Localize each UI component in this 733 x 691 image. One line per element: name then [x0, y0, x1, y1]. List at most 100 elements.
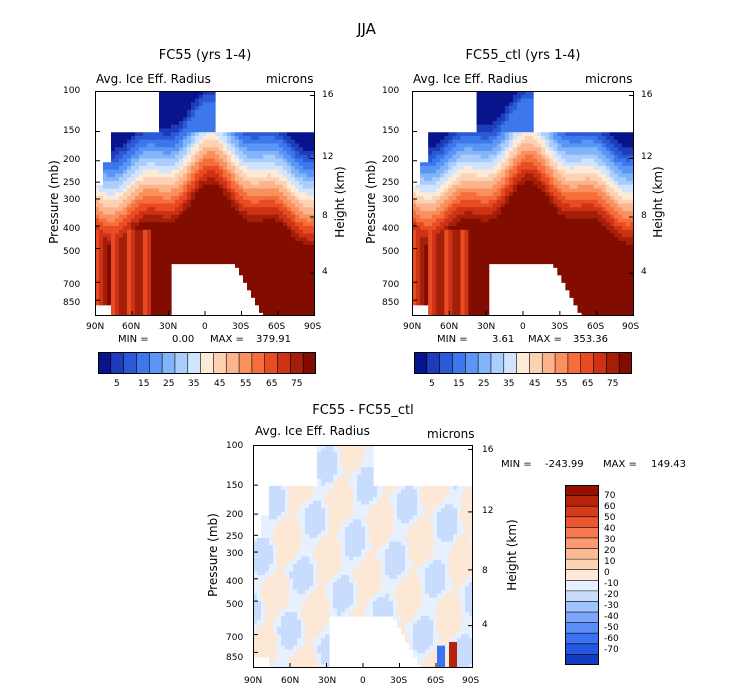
fc55-ctl-cell	[476, 289, 482, 295]
fc55-ctl-cell	[496, 214, 502, 220]
fc55-ctl-cell	[484, 154, 490, 160]
fc55-cell	[95, 237, 100, 242]
fc55-cell	[127, 192, 132, 197]
fc55-ctl-cell	[440, 154, 445, 160]
fc55-ctl-cell	[416, 241, 421, 246]
fc55-cbar-label: 55	[240, 379, 252, 389]
fc55-cell	[147, 278, 152, 283]
fc55-ctl-cell	[541, 188, 546, 193]
fc55-ctl-cell	[617, 158, 623, 163]
fc55-cell	[171, 229, 176, 235]
fc55-ctl-cell	[525, 177, 530, 182]
fc55-ctl-cell	[525, 237, 530, 242]
fc55-cell	[247, 222, 252, 227]
fc55-ctl-cell	[448, 259, 453, 265]
fc55-cell	[115, 203, 120, 208]
fc55-cell	[299, 278, 304, 283]
fc55-cell	[107, 218, 112, 223]
fc55-ctl-cell	[464, 196, 470, 201]
fc55-cell	[135, 203, 140, 208]
fc55-cell	[175, 226, 180, 231]
fc55-cell	[291, 274, 296, 280]
fc55-cell	[211, 102, 216, 107]
fc55-cell	[139, 203, 144, 208]
fc55-ctl-cell	[496, 121, 502, 126]
fc55-cell	[167, 181, 172, 186]
fc55-cell	[235, 214, 240, 220]
fc55-cell	[127, 241, 132, 246]
fc55-cell	[119, 158, 124, 163]
fc55-ctl-cell	[565, 207, 571, 212]
fc55-cell	[255, 136, 260, 141]
fc55-ctl-cell	[464, 211, 470, 216]
fc55-cell	[247, 154, 252, 160]
fc55-ctl-cell	[456, 248, 462, 253]
fc55-ctl-cell	[593, 259, 599, 265]
fc55-ctl-cell	[593, 241, 599, 246]
fc55-cell	[227, 177, 232, 182]
fc55-cell	[239, 132, 244, 137]
fc55-ctl-cell	[484, 203, 490, 208]
fc55-ctl-cell	[525, 199, 530, 205]
fc55-ctl-cell	[553, 192, 558, 197]
fc55-cell	[231, 211, 236, 216]
fc55-cell	[259, 289, 264, 295]
fc55-ctl-cell	[456, 233, 462, 238]
fc55-cell	[179, 132, 184, 137]
fc55-cell	[259, 218, 264, 223]
fc55-ctl-cell	[500, 147, 506, 152]
fc55-ctl-cell	[424, 241, 429, 246]
fc55-cell	[119, 136, 124, 141]
fc55-ctl-cell	[432, 166, 437, 171]
fc55-cell	[211, 181, 216, 186]
fc55-cell	[95, 184, 100, 190]
fc55-ctl-cell	[609, 259, 615, 265]
fc55-ctl-cell	[464, 181, 470, 186]
fc55-cell	[207, 132, 212, 137]
fc55-cell	[191, 117, 196, 122]
fc55-ctl-cell	[617, 289, 623, 295]
fc55-cell	[183, 158, 188, 163]
fc55-ctl-cell	[557, 222, 562, 227]
fc55-cell	[271, 293, 276, 298]
fc55-cell	[271, 289, 276, 295]
fc55-ctl-cell	[525, 252, 530, 257]
fc55-cell	[119, 248, 124, 253]
fc55-ctl-cell	[613, 173, 619, 178]
fc55-cell	[127, 136, 132, 141]
fc55-cell	[211, 177, 216, 182]
fc55-ctl-cell	[504, 207, 510, 212]
fc55-cell	[167, 192, 172, 197]
fc55-ctl-cell	[432, 184, 437, 190]
fc55-cell	[183, 106, 188, 111]
fc55-cell	[211, 106, 216, 111]
fc55-cell	[211, 237, 216, 242]
fc55-cell	[231, 218, 236, 223]
fc55-ctl-cell	[480, 214, 486, 220]
fc55-ctl-cell	[496, 102, 502, 107]
fc55-ctl-cell	[480, 162, 486, 167]
fc55-cell	[123, 199, 128, 205]
fc55-cell	[263, 244, 268, 250]
fc55-cell	[167, 214, 172, 220]
fc55-ctl-cell	[533, 199, 538, 205]
fc55-ctl-cell	[460, 181, 466, 186]
fc55-ctl-cell	[448, 181, 453, 186]
fc55-ctl-cell	[621, 166, 627, 171]
fc55-cell	[243, 241, 248, 246]
fc55-cell	[123, 192, 128, 197]
fc55-cell	[255, 188, 260, 193]
fc55-cell	[243, 132, 248, 137]
fc55-cell	[215, 154, 220, 160]
fc55-cell	[299, 263, 304, 268]
fc55-cell	[223, 256, 228, 261]
fc55-ctl-cell	[565, 226, 571, 231]
fc55-cell	[263, 151, 268, 156]
fc55-ctl-cell	[553, 244, 558, 250]
fc55-cell	[167, 267, 172, 272]
fc55-cell	[235, 256, 240, 261]
fc55-cell	[135, 181, 140, 186]
fc55-xtick: 60S	[268, 322, 286, 332]
fc55-ctl-cell	[504, 203, 510, 208]
fc55-ctl-cell	[541, 207, 546, 212]
